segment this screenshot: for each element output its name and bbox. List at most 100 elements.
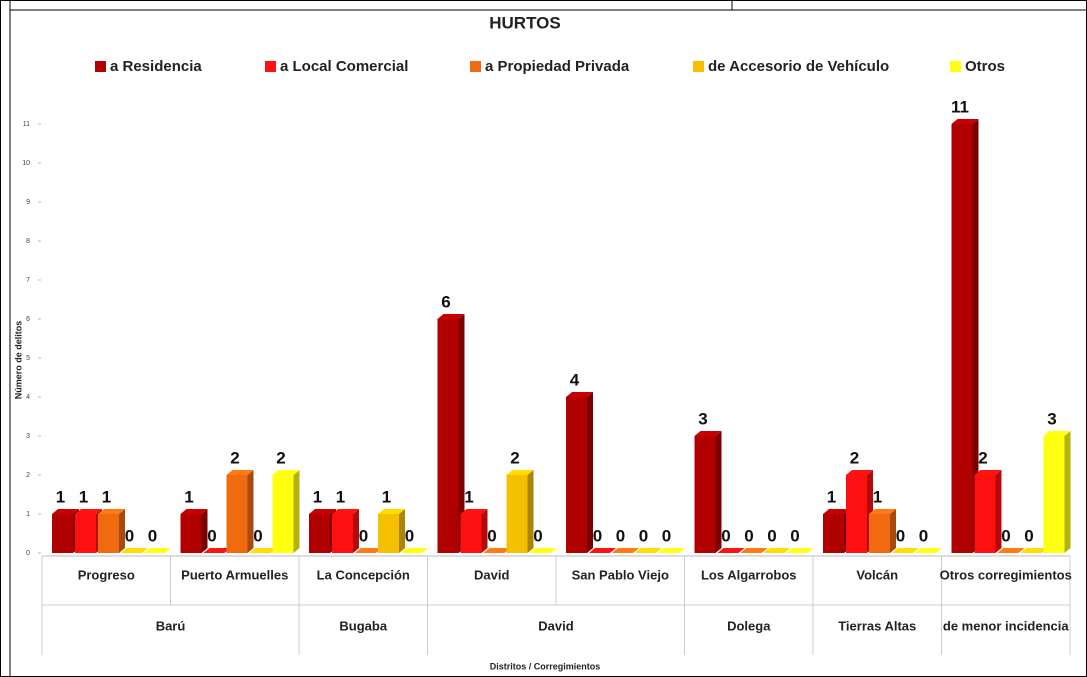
- bar-top: [740, 548, 768, 553]
- y-tick-label: 11: [23, 121, 30, 128]
- bar-top: [997, 548, 1025, 553]
- bar-top: [378, 509, 405, 514]
- data-label: 0: [919, 526, 928, 545]
- bar-top: [612, 548, 639, 553]
- bar-top: [203, 548, 231, 553]
- bar-top: [180, 509, 208, 514]
- y-tick-label: 7: [26, 277, 30, 284]
- district-label: Dolega: [727, 618, 771, 633]
- data-label: 1: [382, 487, 391, 506]
- data-label: 0: [533, 526, 542, 545]
- bar-side: [293, 470, 300, 553]
- data-label: 0: [1024, 526, 1033, 545]
- bar-top: [694, 431, 722, 436]
- bar-side: [1064, 431, 1071, 553]
- bar-top: [98, 509, 125, 514]
- bar: [1043, 436, 1065, 553]
- data-label: 1: [102, 487, 111, 506]
- bar-top: [121, 548, 148, 553]
- data-label: 6: [441, 292, 450, 311]
- bar: [180, 514, 202, 553]
- bar-top: [974, 470, 1002, 475]
- legend-swatch: [693, 61, 704, 72]
- x-tick-label: David: [474, 567, 509, 582]
- bar-top: [717, 548, 745, 553]
- x-tick-label: Puerto Armuelles: [181, 567, 288, 582]
- data-label: 0: [790, 526, 799, 545]
- bar-top: [951, 119, 979, 124]
- data-label: 0: [896, 526, 905, 545]
- bar-side: [527, 470, 534, 553]
- y-axis-title: Número de delitos: [13, 321, 23, 400]
- data-label: 0: [207, 526, 216, 545]
- bar-top: [846, 470, 873, 475]
- bar-side: [995, 470, 1002, 553]
- bar-top: [332, 509, 359, 514]
- bar-top: [1043, 431, 1071, 436]
- data-label: 2: [276, 448, 285, 467]
- district-label: Tierras Altas: [838, 618, 916, 633]
- legend-label: Otros: [965, 58, 1005, 75]
- chart-title: HURTOS: [489, 13, 560, 32]
- bar: [846, 475, 867, 553]
- y-tick-label: 1: [26, 511, 30, 518]
- data-label: 0: [487, 526, 496, 545]
- y-tick-label: 10: [22, 160, 30, 167]
- bar-top: [249, 548, 277, 553]
- bar: [951, 124, 973, 553]
- legend-swatch: [470, 61, 481, 72]
- legend-swatch: [950, 61, 961, 72]
- data-label: 1: [313, 487, 322, 506]
- data-label: 1: [56, 487, 65, 506]
- data-label: 0: [639, 526, 648, 545]
- data-label: 2: [230, 448, 239, 467]
- bar: [332, 514, 353, 553]
- data-label: 0: [148, 526, 157, 545]
- bar: [75, 514, 96, 553]
- bar-top: [1020, 548, 1048, 553]
- x-tick-label: Progreso: [78, 567, 135, 582]
- data-label: 11: [951, 97, 969, 116]
- y-tick-label: 8: [26, 238, 30, 245]
- bar-top: [52, 509, 79, 514]
- bar-top: [786, 548, 814, 553]
- x-tick-label: La Concepción: [317, 567, 410, 582]
- bar-top: [401, 548, 428, 553]
- y-tick-label: 3: [26, 433, 30, 440]
- district-label: David: [538, 618, 573, 633]
- district-label: de menor incidencia: [943, 618, 1069, 633]
- data-label: 0: [125, 526, 134, 545]
- bar: [378, 514, 399, 553]
- data-label: 2: [510, 448, 519, 467]
- legend-label: a Local Comercial: [280, 58, 408, 75]
- bar-side: [353, 509, 359, 553]
- district-label: Bugaba: [339, 618, 387, 633]
- data-label: 0: [1001, 526, 1010, 545]
- data-label: 4: [570, 370, 580, 389]
- bar: [52, 514, 73, 553]
- bar-top: [823, 509, 850, 514]
- bar-side: [119, 509, 125, 553]
- data-label: 0: [767, 526, 776, 545]
- data-label: 0: [721, 526, 730, 545]
- data-label: 1: [79, 487, 88, 506]
- x-tick-label: San Pablo Viejo: [572, 567, 669, 582]
- legend-label: a Residencia: [110, 58, 202, 75]
- x-tick-label: Otros corregimientos: [940, 567, 1072, 582]
- bar-top: [144, 548, 171, 553]
- bar-top: [437, 314, 465, 319]
- bar-side: [247, 470, 254, 553]
- bar: [506, 475, 528, 553]
- legend-swatch: [265, 61, 276, 72]
- district-label: Barú: [156, 618, 186, 633]
- y-tick-label: 9: [26, 199, 30, 206]
- bar-side: [481, 509, 488, 553]
- bar-side: [972, 119, 979, 553]
- bar-top: [635, 548, 662, 553]
- bar-side: [890, 509, 896, 553]
- bar-top: [226, 470, 254, 475]
- bar: [974, 475, 996, 553]
- bar: [869, 514, 890, 553]
